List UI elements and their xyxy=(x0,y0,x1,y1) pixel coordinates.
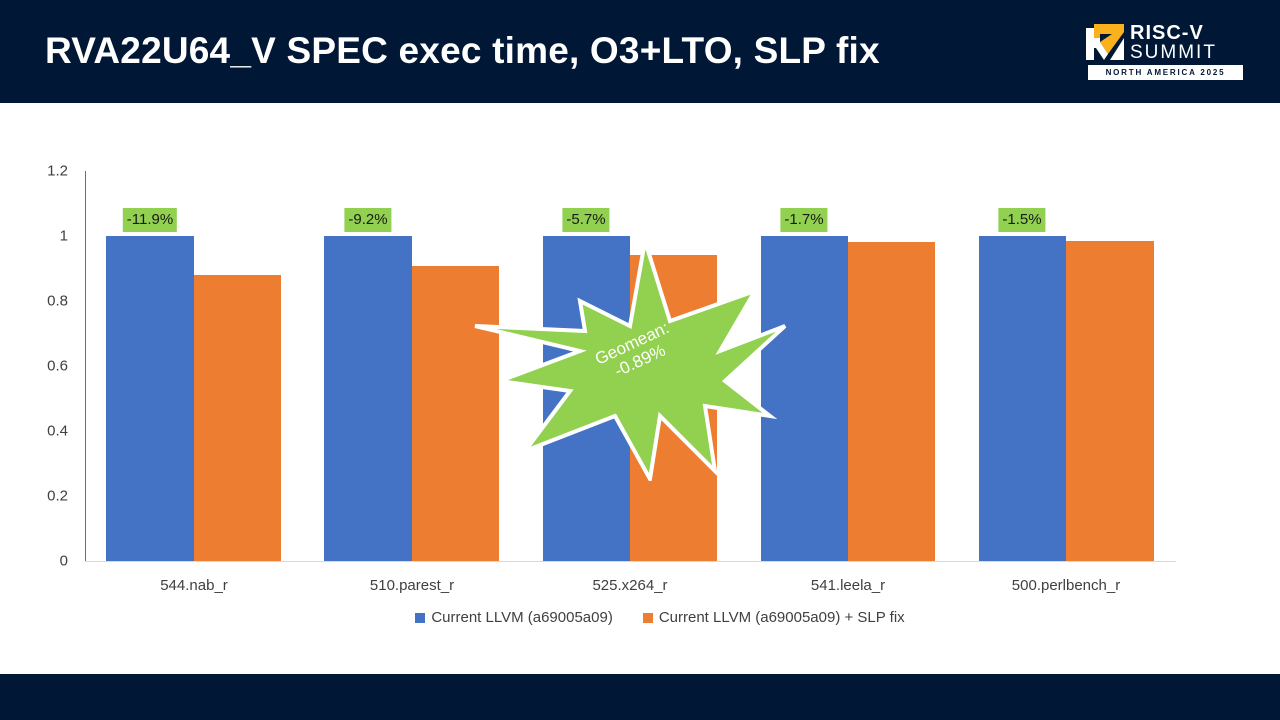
bar-series1-544 xyxy=(106,236,194,561)
logo-text-summit: SUMMIT xyxy=(1130,42,1217,63)
data-label: -1.7% xyxy=(780,208,828,232)
legend-item-series1: Current LLVM (a69005a09) xyxy=(415,609,613,626)
x-label: 500.perlbench_r xyxy=(1011,577,1121,594)
slide-footer xyxy=(0,674,1280,720)
starburst-callout-icon xyxy=(474,240,787,481)
y-tick: 0.6 xyxy=(47,357,68,375)
data-label: -11.9% xyxy=(122,208,178,232)
legend-label: Current LLVM (a69005a09) + SLP fix xyxy=(658,609,905,626)
y-tick: 0 xyxy=(59,552,68,570)
bar-series2-500 xyxy=(1066,241,1154,561)
data-label: -5.7% xyxy=(562,208,610,232)
x-label: 541.leela_r xyxy=(810,577,886,594)
data-label: -1.5% xyxy=(998,208,1046,232)
y-tick: 0.4 xyxy=(47,422,68,440)
bar-series1-500 xyxy=(979,236,1066,561)
bar-series2-510 xyxy=(412,266,499,561)
x-axis-line xyxy=(85,561,1176,562)
legend-swatch-orange xyxy=(642,612,653,623)
y-tick: 1.2 xyxy=(47,162,68,180)
x-label: 544.nab_r xyxy=(160,577,228,594)
risc-v-summit-logo: RISC-V SUMMIT NORTH AMERICA 2025 xyxy=(1086,22,1246,82)
x-label: 525.x264_r xyxy=(592,577,668,594)
bar-series2-544 xyxy=(194,275,281,561)
y-tick: 0.2 xyxy=(47,487,68,505)
bar-series2-541 xyxy=(848,242,935,561)
legend-swatch-blue xyxy=(415,612,426,623)
risc-v-logo-icon xyxy=(1086,24,1124,60)
data-label: -9.2% xyxy=(344,208,392,232)
bar-chart: 0 0.2 0.4 0.6 0.8 1 1.2 -11.9% -9.2% -5.… xyxy=(0,103,1280,674)
y-axis-line xyxy=(85,171,86,562)
legend-label: Current LLVM (a69005a09) xyxy=(431,609,613,626)
x-label: 510.parest_r xyxy=(369,577,455,594)
slide-header: RVA22U64_V SPEC exec time, O3+LTO, SLP f… xyxy=(0,0,1280,103)
y-tick: 0.8 xyxy=(47,292,68,310)
y-tick: 1 xyxy=(59,227,68,245)
bar-series1-510 xyxy=(324,236,412,561)
bar-series1-541 xyxy=(761,236,848,561)
chart-legend: Current LLVM (a69005a09) Current LLVM (a… xyxy=(0,609,1280,626)
legend-item-series2: Current LLVM (a69005a09) + SLP fix xyxy=(642,609,905,626)
slide-title: RVA22U64_V SPEC exec time, O3+LTO, SLP f… xyxy=(45,30,880,71)
logo-text-risc-v: RISC-V xyxy=(1130,22,1204,44)
logo-band-north-america: NORTH AMERICA 2025 xyxy=(1088,65,1243,80)
